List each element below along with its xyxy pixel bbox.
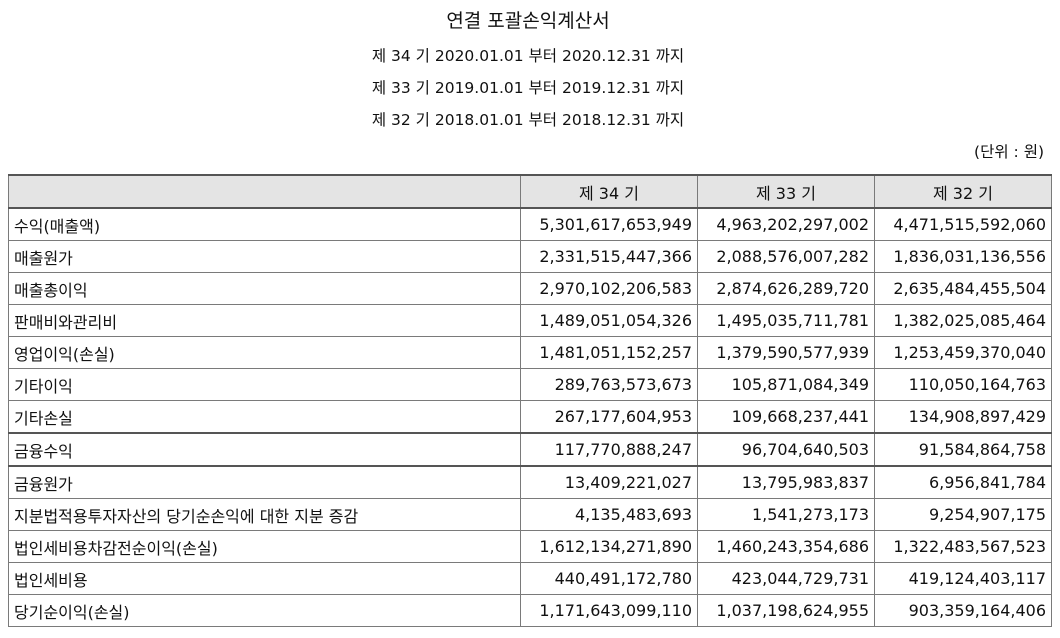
- unit-label: (단위 : 원): [974, 143, 1044, 161]
- value-period-33: 423,044,729,731: [697, 562, 875, 595]
- value-period-32: 4,471,515,592,060: [874, 207, 1052, 241]
- header-period-34: 제 34 기: [520, 174, 698, 209]
- value-period-34: 4,135,483,693: [520, 498, 698, 531]
- value-period-32: 903,359,164,406: [874, 594, 1052, 627]
- row-label: 수익(매출액): [8, 207, 521, 241]
- value-period-33: 105,871,084,349: [697, 368, 875, 401]
- value-period-32: 110,050,164,763: [874, 368, 1052, 401]
- value-period-32: 2,635,484,455,504: [874, 272, 1052, 305]
- table-row: 금융원가 13,409,221,027 13,795,983,837 6,956…: [8, 465, 1052, 499]
- row-label: 금융수익: [8, 432, 521, 467]
- value-period-33: 1,495,035,711,781: [697, 304, 875, 337]
- value-period-32: 1,836,031,136,556: [874, 240, 1052, 273]
- period-line-34: 제 34 기 2020.01.01 부터 2020.12.31 까지: [371, 47, 685, 65]
- value-period-32: 91,584,864,758: [874, 432, 1052, 467]
- row-label: 기타손실: [8, 400, 521, 434]
- header-label-column: [8, 174, 521, 209]
- row-label: 기타이익: [8, 368, 521, 401]
- income-statement-table: 제 34 기 제 33 기 제 32 기 수익(매출액) 5,301,617,6…: [8, 174, 1052, 627]
- table-row: 법인세비용차감전순이익(손실) 1,612,134,271,890 1,460,…: [8, 530, 1052, 563]
- row-label: 지분법적용투자자산의 당기순손익에 대한 지분 증감: [8, 498, 521, 531]
- table-row: 판매비와관리비 1,489,051,054,326 1,495,035,711,…: [8, 304, 1052, 337]
- value-period-34: 289,763,573,673: [520, 368, 698, 401]
- table-row: 지분법적용투자자산의 당기순손익에 대한 지분 증감 4,135,483,693…: [8, 498, 1052, 531]
- table-row: 수익(매출액) 5,301,617,653,949 4,963,202,297,…: [8, 207, 1052, 241]
- table-row: 영업이익(손실) 1,481,051,152,257 1,379,590,577…: [8, 336, 1052, 369]
- value-period-34: 117,770,888,247: [520, 432, 698, 467]
- table-row: 매출총이익 2,970,102,206,583 2,874,626,289,72…: [8, 272, 1052, 305]
- value-period-32: 134,908,897,429: [874, 400, 1052, 434]
- value-period-34: 1,489,051,054,326: [520, 304, 698, 337]
- header-period-33: 제 33 기: [697, 174, 875, 209]
- row-label: 당기순이익(손실): [8, 594, 521, 627]
- row-label: 매출총이익: [8, 272, 521, 305]
- value-period-32: 6,956,841,784: [874, 465, 1052, 499]
- value-period-33: 1,460,243,354,686: [697, 530, 875, 563]
- header-period-32: 제 32 기: [874, 174, 1052, 209]
- period-line-33: 제 33 기 2019.01.01 부터 2019.12.31 까지: [371, 79, 685, 97]
- row-label: 판매비와관리비: [8, 304, 521, 337]
- row-label: 금융원가: [8, 465, 521, 499]
- table-row: 법인세비용 440,491,172,780 423,044,729,731 41…: [8, 562, 1052, 595]
- value-period-32: 1,253,459,370,040: [874, 336, 1052, 369]
- document-title: 연결 포괄손익계산서: [446, 10, 610, 32]
- value-period-34: 1,612,134,271,890: [520, 530, 698, 563]
- value-period-34: 1,171,643,099,110: [520, 594, 698, 627]
- value-period-34: 267,177,604,953: [520, 400, 698, 434]
- value-period-33: 96,704,640,503: [697, 432, 875, 467]
- value-period-33: 1,541,273,173: [697, 498, 875, 531]
- value-period-32: 419,124,403,117: [874, 562, 1052, 595]
- row-label: 법인세비용: [8, 562, 521, 595]
- value-period-34: 13,409,221,027: [520, 465, 698, 499]
- value-period-34: 440,491,172,780: [520, 562, 698, 595]
- value-period-33: 1,379,590,577,939: [697, 336, 875, 369]
- period-line-32: 제 32 기 2018.01.01 부터 2018.12.31 까지: [371, 111, 685, 129]
- table-row: 기타손실 267,177,604,953 109,668,237,441 134…: [8, 400, 1052, 434]
- value-period-34: 2,331,515,447,366: [520, 240, 698, 273]
- value-period-32: 1,322,483,567,523: [874, 530, 1052, 563]
- value-period-34: 5,301,617,653,949: [520, 207, 698, 241]
- table-row: 매출원가 2,331,515,447,366 2,088,576,007,282…: [8, 240, 1052, 273]
- value-period-33: 1,037,198,624,955: [697, 594, 875, 627]
- row-label: 영업이익(손실): [8, 336, 521, 369]
- table-row: 금융수익 117,770,888,247 96,704,640,503 91,5…: [8, 432, 1052, 467]
- value-period-33: 13,795,983,837: [697, 465, 875, 499]
- value-period-33: 2,874,626,289,720: [697, 272, 875, 305]
- value-period-33: 4,963,202,297,002: [697, 207, 875, 241]
- value-period-33: 109,668,237,441: [697, 400, 875, 434]
- row-label: 법인세비용차감전순이익(손실): [8, 530, 521, 563]
- value-period-34: 2,970,102,206,583: [520, 272, 698, 305]
- row-label: 매출원가: [8, 240, 521, 273]
- table-header-row: 제 34 기 제 33 기 제 32 기: [8, 174, 1052, 209]
- value-period-32: 1,382,025,085,464: [874, 304, 1052, 337]
- value-period-32: 9,254,907,175: [874, 498, 1052, 531]
- value-period-33: 2,088,576,007,282: [697, 240, 875, 273]
- value-period-34: 1,481,051,152,257: [520, 336, 698, 369]
- table-row: 당기순이익(손실) 1,171,643,099,110 1,037,198,62…: [8, 594, 1052, 627]
- table-row: 기타이익 289,763,573,673 105,871,084,349 110…: [8, 368, 1052, 401]
